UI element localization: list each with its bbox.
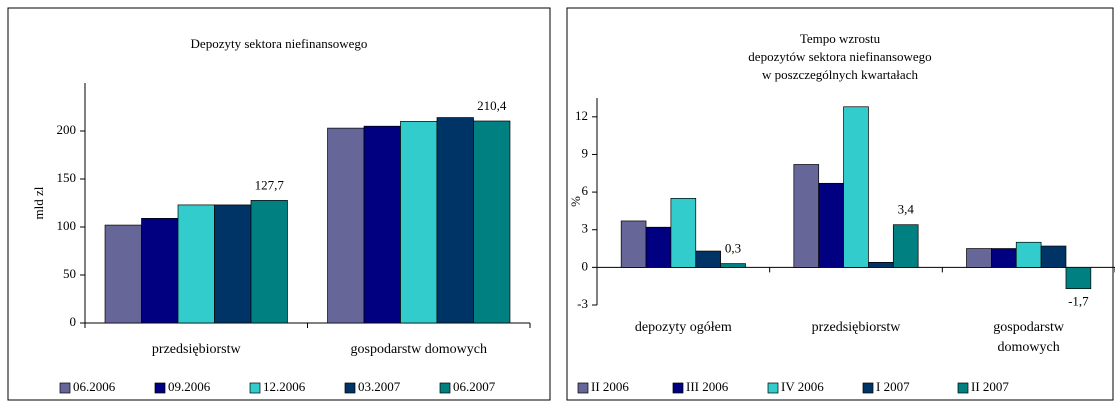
x-tick-label: gospodarstw domowych [993, 320, 1065, 355]
legend-label: 06.2007 [453, 379, 496, 394]
bar [1065, 267, 1092, 290]
legend-label: I 2007 [876, 379, 910, 394]
bar [720, 263, 746, 268]
y-axis-label: % [568, 196, 583, 207]
legend-swatch [59, 382, 71, 394]
legend-swatch [154, 382, 166, 394]
bar [473, 120, 511, 324]
bar [141, 218, 179, 324]
bar [1040, 245, 1067, 268]
legend-label: 06.2006 [73, 379, 116, 394]
y-tick-label: 0 [582, 258, 589, 273]
legend-label: II 2007 [971, 379, 1009, 394]
bar [818, 182, 844, 268]
bar [991, 248, 1017, 268]
y-tick-label: 200 [57, 122, 77, 137]
bar [843, 106, 869, 268]
y-axis-label: mld zl [31, 186, 46, 219]
bar [793, 164, 820, 268]
value-label: 127,7 [255, 177, 285, 192]
y-tick-label: 100 [57, 218, 77, 233]
y-tick-label: 6 [582, 183, 589, 198]
x-tick-label: gospodarstw domowych [350, 342, 488, 357]
bar [177, 204, 215, 324]
legend-swatch [344, 382, 356, 394]
bar [695, 250, 721, 268]
y-tick-label: 50 [63, 266, 76, 281]
chart-title: Depozyty sektora niefinansowego [191, 36, 368, 51]
bar [436, 117, 474, 324]
y-tick-label: 150 [57, 170, 77, 185]
bar [400, 121, 438, 324]
legend-swatch [957, 382, 969, 394]
value-label: -1,7 [1068, 294, 1089, 309]
legend-swatch [767, 382, 779, 394]
bar [327, 127, 365, 324]
bar [1015, 241, 1042, 268]
legend-label: 03.2007 [358, 379, 401, 394]
value-label: 0,3 [725, 241, 741, 256]
y-tick-label: 0 [70, 314, 77, 329]
chart-frame [7, 7, 551, 401]
legend-label: 09.2006 [168, 379, 211, 394]
bar [250, 200, 288, 324]
x-tick-label: przedsiębiorstw [151, 342, 241, 357]
chart-title: w poszczególnych kwartałach [762, 67, 918, 82]
legend-label: II 2006 [591, 379, 629, 394]
x-tick-label: depozyty ogółem [634, 320, 732, 335]
y-tick-label: 9 [582, 145, 589, 160]
bar [363, 125, 401, 324]
y-tick-label: 3 [582, 221, 589, 236]
value-label: 210,4 [477, 98, 507, 113]
bar [670, 198, 697, 268]
y-tick-label: 12 [575, 108, 588, 123]
legend-swatch [249, 382, 261, 394]
chart-frame [566, 7, 1114, 401]
legend-swatch [439, 382, 451, 394]
legend-swatch [577, 382, 589, 394]
bar [620, 220, 647, 268]
x-tick-label: przedsiębiorstw [811, 320, 901, 335]
value-label: 3,4 [898, 202, 915, 217]
bar [868, 261, 894, 268]
legend-label: III 2006 [686, 379, 729, 394]
legend-label: IV 2006 [781, 379, 824, 394]
bar [892, 224, 919, 268]
y-tick-label: -3 [577, 296, 588, 311]
bar [966, 248, 992, 268]
legend-swatch [672, 382, 684, 394]
chart-title: Tempo wzrostu [800, 31, 881, 46]
legend-label: 12.2006 [263, 379, 306, 394]
bar [645, 226, 672, 268]
chart-title: depozytów sektora niefinansowego [748, 49, 931, 64]
legend-swatch [862, 382, 874, 394]
bar [104, 224, 142, 324]
bar [214, 204, 252, 324]
